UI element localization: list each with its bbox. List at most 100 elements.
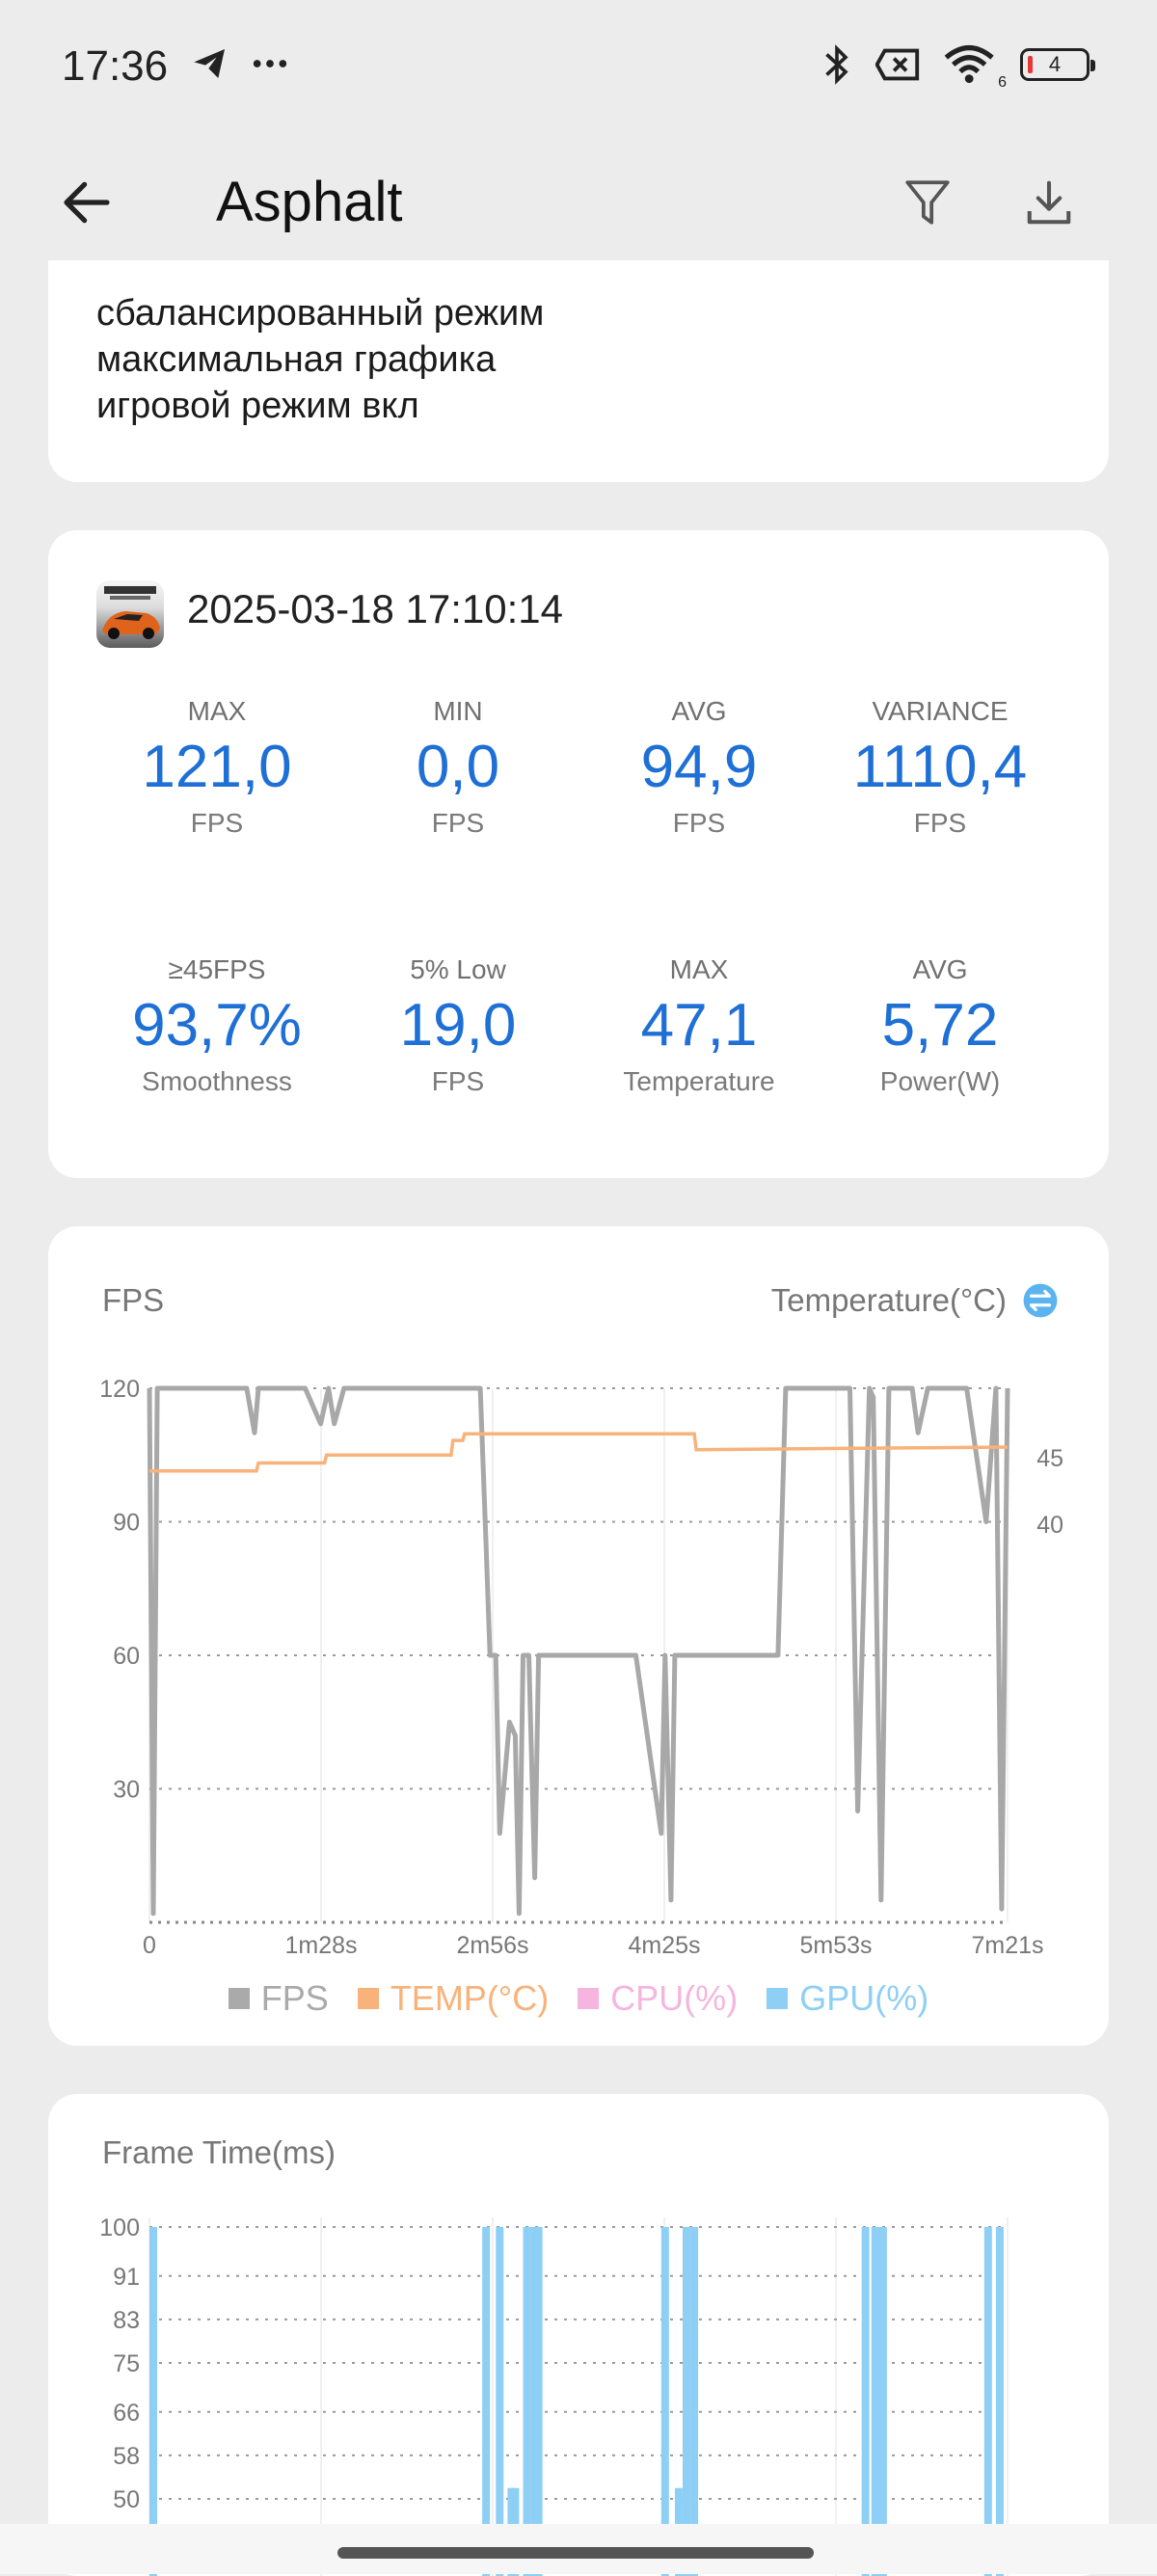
stat-value: 0,0 — [416, 734, 500, 800]
note-line: максимальная графика — [96, 339, 497, 380]
stat-5pct-low: 5% Low 19,0 FPS — [337, 954, 578, 1097]
y-tick-label: 50 — [113, 2486, 140, 2513]
wifi-badge: 6 — [998, 74, 1007, 91]
stat-value: 93,7% — [132, 992, 302, 1059]
stat-avg-power: AVG 5,72 Power(W) — [820, 954, 1061, 1097]
x-tick-label: 2m56s — [456, 1932, 528, 1959]
y-tick-label: 100 — [99, 2214, 140, 2241]
frametime-bar — [660, 2227, 669, 2576]
stat-label: ≥45FPS — [168, 954, 266, 984]
y-tick-label: 120 — [99, 1376, 140, 1403]
temperature-axis-label: Temperature(°C) — [770, 1282, 1007, 1318]
fps-series-line — [147, 1385, 1010, 1917]
stat-min-fps: MIN 0,0 FPS — [337, 696, 578, 839]
legend-swatch — [578, 1988, 600, 2009]
temperature-series-line — [149, 1432, 1009, 1473]
x-tick-label: 0 — [143, 1932, 156, 1959]
frametime-bar — [983, 2227, 992, 2576]
y-tick-label: 66 — [113, 2400, 140, 2427]
frametime-bar — [482, 2227, 491, 2576]
legend-swatch — [228, 1988, 250, 2009]
frametime-bar — [496, 2227, 504, 2576]
stat-unit: FPS — [431, 1066, 485, 1096]
note-line: сбалансированный режим — [96, 293, 545, 334]
fps-chart-card: FPS Temperature(°C) 0 1m28s 2m56s 4m25s 5m53… — [48, 1226, 1109, 2046]
battery-level: 4 — [1048, 52, 1062, 76]
stat-value: 1110,4 — [852, 734, 1028, 800]
stat-unit: Smoothness — [142, 1066, 292, 1096]
legend-swatch — [357, 1988, 379, 2009]
y-tick-label: 60 — [113, 1643, 140, 1670]
stat-label: MIN — [433, 696, 483, 726]
back-button[interactable] — [50, 166, 123, 239]
stat-value: 5,72 — [881, 992, 999, 1059]
status-bar: 17:36 6 4 — [0, 0, 1157, 135]
home-gesture-handle[interactable] — [337, 2547, 814, 2559]
swap-icon — [1023, 1283, 1058, 1318]
stat-max-fps: MAX 121,0 FPS — [96, 696, 337, 839]
note-line: игровой режим вкл — [96, 386, 419, 426]
legend-item-fps[interactable]: FPS — [228, 1978, 329, 2019]
app-bar: Asphalt — [0, 145, 1157, 260]
frametime-bar — [995, 2227, 1004, 2576]
frametime-bar — [878, 2227, 887, 2576]
y-tick-label: 83 — [113, 2307, 140, 2334]
frametime-bar — [530, 2227, 539, 2576]
x-tick-label: 4m25s — [628, 1932, 700, 1959]
legend-item-cpu[interactable]: CPU(%) — [578, 1978, 738, 2019]
stat-value: 121,0 — [142, 734, 292, 800]
bluetooth-icon — [825, 44, 848, 85]
x-tick-label: 5m53s — [799, 1932, 872, 1959]
frametime-bar — [690, 2227, 699, 2576]
asphalt-app-icon — [96, 580, 164, 648]
status-left-icons — [191, 44, 289, 83]
y-tick-label: 75 — [113, 2350, 140, 2377]
stat-unit: FPS — [190, 808, 244, 838]
notes-card: сбалансированный режим максимальная граф… — [48, 260, 1109, 482]
stat-label: 5% Low — [410, 954, 506, 984]
status-time: 17:36 — [62, 42, 169, 90]
stat-label: VARIANCE — [872, 696, 1009, 726]
stat-avg-fps: AVG 94,9 FPS — [578, 696, 820, 839]
legend-label: FPS — [260, 1978, 329, 2018]
legend-label: GPU(%) — [799, 1978, 929, 2018]
fps-chart-title: FPS — [102, 1282, 165, 1318]
y2-tick-label: 45 — [1036, 1445, 1063, 1472]
telegram-icon — [194, 49, 225, 78]
sim-disabled-icon — [875, 48, 920, 81]
download-button[interactable] — [1012, 166, 1086, 239]
status-right-icons: 6 4 — [820, 42, 1095, 91]
chart-legend: FPS TEMP(°C) CPU(%) GPU(%) — [48, 1978, 1109, 2019]
temperature-axis-toggle[interactable]: Temperature(°C) — [771, 1282, 1059, 1319]
legend-item-temp[interactable]: TEMP(°C) — [357, 1978, 549, 2019]
frametime-chart-card: Frame Time(ms) 50 58 66 75 83 91 100 — [48, 2094, 1109, 2576]
frametime-bar — [683, 2227, 691, 2576]
session-stats-card[interactable]: 2025-03-18 17:10:14 MAX 121,0 FPS MIN 0,… — [48, 530, 1109, 1178]
frametime-bar — [871, 2227, 879, 2576]
download-icon — [1027, 180, 1071, 225]
back-arrow-icon — [64, 181, 110, 224]
frametime-chart-title: Frame Time(ms) — [102, 2134, 336, 2170]
y-tick-label: 30 — [113, 1777, 140, 1804]
fps-chart[interactable]: 0 1m28s 2m56s 4m25s 5m53s 7m21s 30 60 90 120 40 45 — [48, 1226, 1109, 1978]
stat-label: AVG — [671, 696, 727, 726]
y-tick-label: 58 — [113, 2443, 140, 2470]
battery-low-fill — [1028, 56, 1033, 73]
stat-unit: FPS — [431, 808, 485, 838]
x-tick-label: 1m28s — [284, 1932, 357, 1959]
stat-smoothness: ≥45FPS 93,7% Smoothness — [96, 954, 337, 1097]
stat-label: AVG — [912, 954, 968, 984]
filter-icon — [905, 180, 950, 225]
stat-max-temperature: MAX 47,1 Temperature — [578, 954, 820, 1097]
legend-label: CPU(%) — [610, 1978, 739, 2018]
filter-button[interactable] — [891, 166, 964, 239]
y-tick-label: 91 — [113, 2264, 140, 2291]
frametime-chart[interactable]: 50 58 66 75 83 91 100 — [48, 2094, 1109, 2576]
battery-indicator: 4 — [1020, 48, 1095, 81]
y-tick-label: 90 — [113, 1510, 140, 1537]
x-tick-label: 7m21s — [971, 1932, 1043, 1959]
more-dots-icon — [253, 60, 287, 67]
stat-value: 19,0 — [399, 992, 517, 1059]
stat-unit: FPS — [672, 808, 726, 838]
legend-item-gpu[interactable]: GPU(%) — [767, 1978, 928, 2019]
